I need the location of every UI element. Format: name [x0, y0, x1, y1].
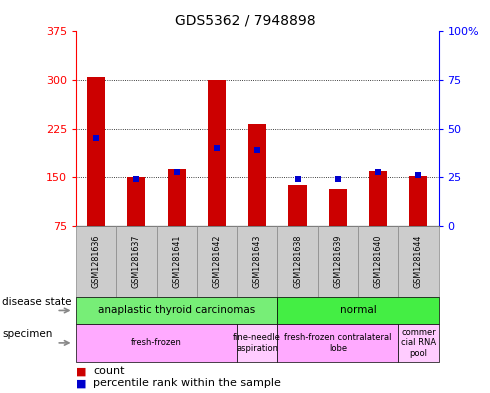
Bar	[208, 80, 226, 226]
Text: GSM1281644: GSM1281644	[414, 235, 423, 288]
Text: GSM1281636: GSM1281636	[92, 235, 100, 288]
Text: GSM1281641: GSM1281641	[172, 235, 181, 288]
Bar	[87, 77, 105, 226]
Text: anaplastic thyroid carcinomas: anaplastic thyroid carcinomas	[98, 305, 255, 316]
Bar	[168, 169, 186, 226]
Text: percentile rank within the sample: percentile rank within the sample	[93, 378, 281, 388]
Bar	[409, 176, 427, 226]
Text: specimen: specimen	[2, 329, 53, 339]
Text: count: count	[93, 366, 124, 376]
Text: commer
cial RNA
pool: commer cial RNA pool	[401, 328, 436, 358]
Bar	[329, 189, 347, 226]
Text: fresh-frozen: fresh-frozen	[131, 338, 182, 347]
Text: normal: normal	[340, 305, 376, 316]
Text: GSM1281638: GSM1281638	[293, 235, 302, 288]
Text: GSM1281640: GSM1281640	[373, 235, 383, 288]
Text: GDS5362 / 7948898: GDS5362 / 7948898	[175, 14, 315, 28]
Bar	[289, 185, 307, 226]
Bar	[369, 171, 387, 226]
Text: ■: ■	[76, 378, 90, 388]
Text: GSM1281637: GSM1281637	[132, 235, 141, 288]
Text: fine-needle
aspiration: fine-needle aspiration	[233, 333, 281, 353]
Text: fresh-frozen contralateral
lobe: fresh-frozen contralateral lobe	[284, 333, 392, 353]
Bar	[248, 124, 267, 226]
Text: GSM1281642: GSM1281642	[213, 235, 221, 288]
Text: disease state: disease state	[2, 297, 72, 307]
Text: GSM1281639: GSM1281639	[333, 235, 343, 288]
Text: ■: ■	[76, 366, 90, 376]
Text: GSM1281643: GSM1281643	[253, 235, 262, 288]
Bar	[127, 177, 146, 226]
